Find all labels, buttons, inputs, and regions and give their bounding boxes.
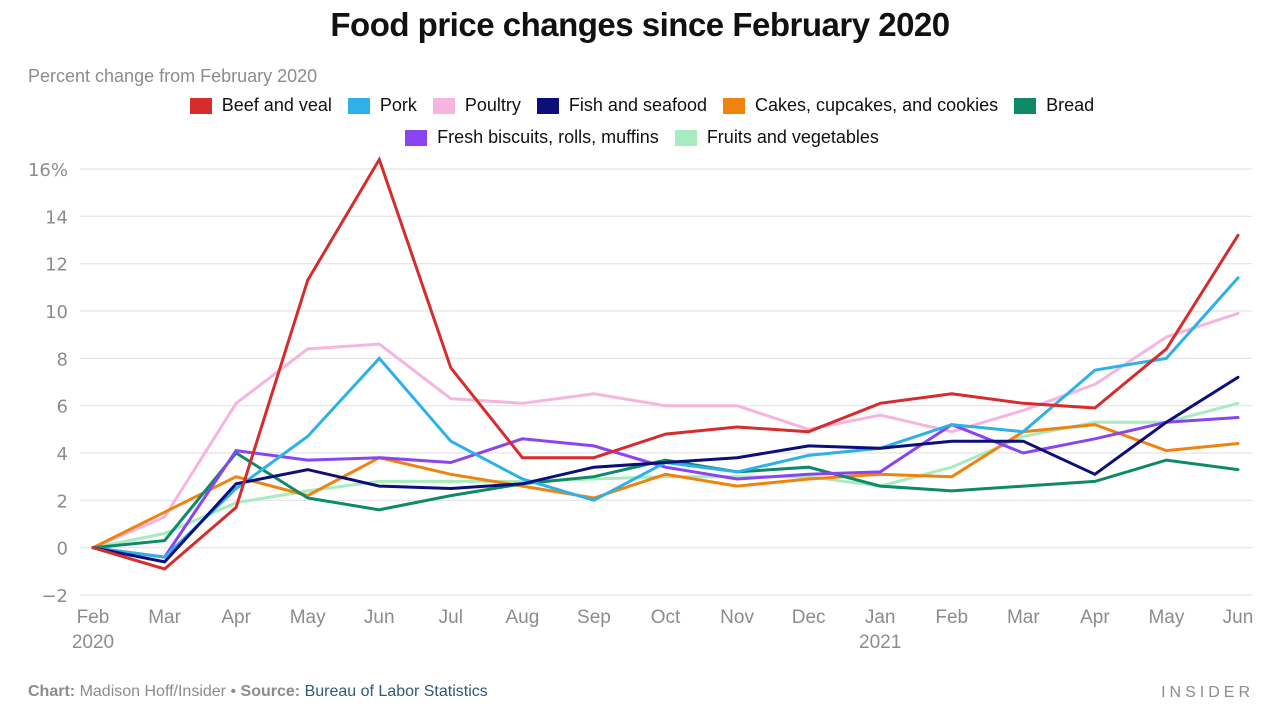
chart-credit-label: Chart: [28,683,76,700]
source-link[interactable]: Bureau of Labor Statistics [304,683,488,700]
y-tick-label: 2 [57,491,68,512]
legend-item: Beef and veal [189,95,332,116]
legend-swatch [347,97,370,114]
x-tick-label: Jan [865,607,896,628]
x-tick-label: Feb [77,607,110,628]
legend-swatch [723,97,746,114]
legend-item: Cakes, cupcakes, and cookies [723,95,998,116]
legend-swatch [674,129,697,146]
y-tick-label: 0 [57,539,68,560]
y-tick-label: 4 [57,444,68,465]
legend-item: Poultry [432,95,521,116]
legend-row-2: Fresh biscuits, rolls, muffins Fruits and… [0,127,1280,148]
x-tick-label: Jul [439,607,463,628]
y-tick-label: 14 [45,207,68,228]
series-line-fish-and-seafood [91,375,1240,564]
chart-subtitle: Percent change from February 2020 [28,66,318,86]
x-tick-label: Sep [577,607,611,628]
x-tick-label: Aug [505,607,539,628]
legend-label: Fruits and vegetables [706,127,879,147]
x-tick-label: Dec [792,607,826,628]
x-tick-label: Jun [364,607,395,628]
y-tick-label: 6 [57,397,68,418]
x-tick-label: May [290,607,326,628]
series-line-fruits-and-vegetables [91,401,1240,550]
y-tick-label: −2 [41,586,68,607]
chart-credit: Madison Hoff/Insider [79,683,227,700]
legend-label: Fish and seafood [568,95,708,115]
series-line-cakes-cupcakes-and-cookies [91,423,1240,550]
source-label: Source: [240,683,301,700]
chart-title: Food price changes since February 2020 [330,6,950,43]
legend-item: Fresh biscuits, rolls, muffins [405,127,659,148]
legend-item: Pork [347,95,417,116]
x-tick-year-label: 2020 [72,632,114,653]
insider-logo: INSIDER [1161,684,1254,701]
x-tick-label: Jun [1223,607,1254,628]
legend-item: Bread [1014,95,1094,116]
legend-item: Fish and seafood [536,95,708,116]
y-axis-ticks: −2 0 2 4 6 8 10 12 14 16% [28,160,68,607]
legend-swatch [432,97,455,114]
x-tick-label: Feb [935,607,968,628]
gridlines [80,168,1252,596]
y-tick-label: 12 [45,255,68,276]
legend-label: Bread [1046,95,1095,115]
x-tick-label: May [1148,607,1184,628]
legend-swatch [189,97,212,114]
x-axis-ticks: Feb 2020 Mar Apr May Jun Jul Aug Sep Oct Nov Dec Jan… [72,607,1253,653]
legend-row-1: Beef and veal Pork Poultry Fish and seafood… [0,95,1280,116]
y-tick-label: 8 [57,349,68,370]
chart-footer: Chart: Madison Hoff/Insider • Source: Bu… [28,683,488,701]
legend-label: Pork [379,95,417,115]
series-line-poultry [91,311,1240,550]
x-tick-year-label: 2021 [859,632,901,653]
legend-label: Cakes, cupcakes, and cookies [755,95,999,115]
series-line-beef-and-veal [91,155,1240,571]
series-line-bread [91,451,1240,550]
legend-swatch [536,97,559,114]
y-tick-label: 10 [45,302,68,323]
x-tick-label: Apr [221,607,251,628]
x-tick-label: Mar [148,607,181,628]
legend-label: Poultry [464,95,521,115]
x-tick-label: Nov [720,607,754,628]
x-tick-label: Apr [1080,607,1110,628]
legend-label: Fresh biscuits, rolls, muffins [437,127,659,147]
series-lines [91,155,1240,571]
legend-label: Beef and veal [221,95,332,115]
series-line-fresh-biscuits-rolls-muffins [91,416,1240,559]
legend-swatch [1014,97,1037,114]
legend-item: Fruits and vegetables [674,127,879,148]
footer-separator: • [230,683,237,700]
x-tick-label: Oct [651,607,681,628]
x-tick-label: Mar [1007,607,1040,628]
legend-swatch [405,129,428,146]
y-tick-label: 16% [28,160,68,181]
